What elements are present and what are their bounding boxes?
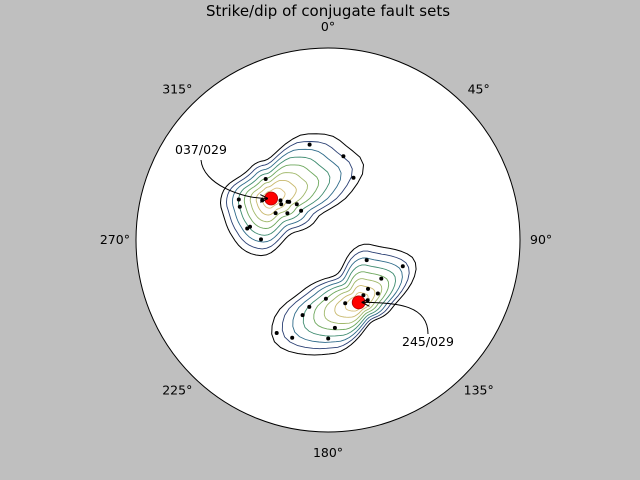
contour-level-7	[334, 285, 376, 318]
pole-point	[341, 154, 346, 159]
stereonet-primitive-circle	[135, 47, 521, 433]
contour-level-4	[302, 264, 396, 337]
mean-annotations: 037/029 245/029	[175, 142, 454, 349]
contour-level-6	[249, 172, 308, 223]
chart-title: Strike/dip of conjugate fault sets	[206, 2, 450, 20]
pole-point	[364, 258, 369, 263]
direction-labels: 0° 45° 90° 135° 180° 225° 270° 315°	[100, 19, 552, 460]
pole-point	[300, 313, 305, 318]
contour-set-1	[220, 133, 364, 257]
pole-point	[307, 142, 312, 147]
pole-point	[361, 293, 366, 298]
pole-point	[273, 211, 278, 216]
contour-level-2	[281, 250, 410, 350]
contour-level-5	[243, 164, 320, 229]
pole-point	[400, 264, 405, 269]
pole-point	[278, 198, 283, 203]
annotation-arrow	[363, 302, 429, 335]
pole-point	[323, 296, 328, 301]
pole-point	[236, 197, 241, 202]
contour-level-1	[271, 243, 417, 356]
mean-label: 245/029	[402, 334, 454, 349]
direction-label-45: 45°	[468, 81, 490, 96]
direction-label-270: 270°	[100, 232, 130, 247]
pole-point	[294, 202, 299, 207]
pole-point	[365, 298, 370, 303]
direction-label-315: 315°	[162, 81, 192, 96]
pole-point	[287, 199, 292, 204]
pole-point	[343, 301, 348, 306]
pole-point	[299, 208, 304, 213]
contour-set-2	[271, 243, 417, 356]
direction-label-135: 135°	[464, 383, 494, 398]
contour-level-3	[292, 257, 403, 343]
pole-point	[245, 226, 250, 231]
density-contours	[220, 133, 417, 356]
mean-label: 037/029	[175, 142, 227, 157]
annotation-arrow	[200, 159, 267, 198]
pole-points	[236, 142, 405, 341]
pole-point	[260, 198, 265, 203]
pole-point	[290, 335, 295, 340]
pole-point	[274, 331, 279, 335]
pole-point	[279, 202, 284, 207]
pole-point	[263, 177, 268, 181]
direction-label-90: 90°	[530, 232, 552, 247]
contour-level-5	[313, 271, 390, 331]
contour-level-3	[231, 148, 342, 243]
pole-point	[375, 291, 380, 296]
contour-level-2	[226, 141, 353, 250]
direction-label-180: 180°	[313, 445, 343, 460]
contour-level-7	[255, 179, 297, 216]
pole-point	[332, 325, 337, 330]
pole-point	[379, 276, 384, 281]
direction-label-225: 225°	[162, 383, 192, 398]
pole-point	[351, 175, 356, 180]
pole-point	[237, 204, 242, 209]
pole-point	[366, 286, 370, 291]
direction-label-0: 0°	[321, 19, 335, 34]
pole-point	[326, 336, 331, 341]
pole-point	[285, 211, 290, 216]
contour-level-6	[323, 278, 383, 324]
contour-level-1	[220, 133, 364, 257]
pole-point	[307, 304, 312, 309]
pole-point	[259, 237, 263, 242]
